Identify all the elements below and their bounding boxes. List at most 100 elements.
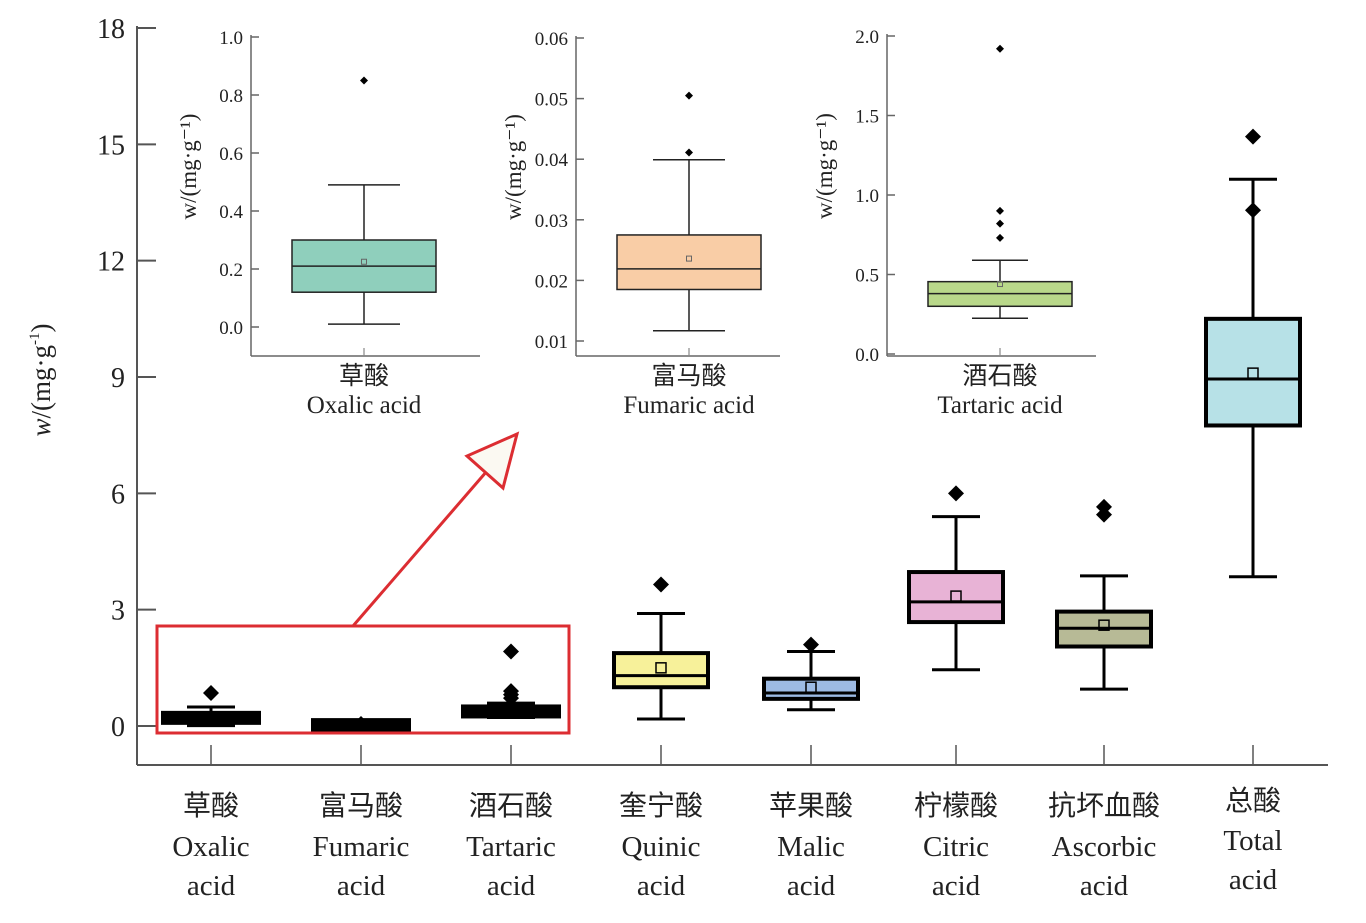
mean-marker bbox=[655, 662, 667, 674]
inset-category-label-zh: 酒石酸 bbox=[962, 362, 1037, 390]
outlier-point bbox=[503, 643, 519, 660]
mean-marker bbox=[805, 681, 817, 693]
main-y-tick-label: 12 bbox=[97, 247, 125, 278]
category-label-en: Tartaric bbox=[466, 831, 556, 863]
inset-y-tick-label: 0.01 bbox=[535, 332, 568, 353]
inset-mean-marker bbox=[361, 258, 367, 265]
inset-y-tick-label: 0.2 bbox=[219, 260, 243, 281]
main-category-labels: 草酸 Oxalic acid 富马酸 Fumaric acid 酒石酸 Tartaric aci… bbox=[172, 785, 1282, 902]
inset-box-iqr bbox=[616, 234, 762, 291]
category-label-zh: 酒石酸 bbox=[469, 790, 553, 822]
inset-y-axis-label: w/(mg·g⁻¹) bbox=[176, 114, 201, 220]
outlier-point bbox=[1245, 202, 1261, 219]
category-label-acid: acid bbox=[787, 870, 836, 902]
main-boxes bbox=[161, 128, 1302, 733]
main-y-tick-label: 0 bbox=[111, 712, 125, 743]
main-y-tick-label: 6 bbox=[111, 479, 125, 510]
inset-outlier-point bbox=[685, 148, 693, 157]
main-y-tick-label: 18 bbox=[97, 14, 125, 45]
inset-outlier-point bbox=[996, 219, 1004, 228]
outlier-point bbox=[353, 716, 369, 733]
outlier-point bbox=[1096, 498, 1112, 515]
category-label-en: Oxalic bbox=[172, 831, 249, 863]
box-oxalic-acid bbox=[161, 685, 261, 728]
highlight-arrow-shaft bbox=[351, 470, 489, 627]
box-ascorbic-acid bbox=[1055, 498, 1153, 691]
outlier-point bbox=[948, 485, 964, 502]
highlight-box bbox=[155, 624, 571, 735]
inset-y-tick-label: 0.06 bbox=[535, 29, 568, 50]
outlier-point bbox=[203, 685, 219, 702]
category-label-en: Malic bbox=[777, 831, 845, 863]
inset-outlier-point bbox=[996, 233, 1004, 242]
inset-y-tick-label: 1.5 bbox=[855, 107, 879, 128]
category-label-en: Ascorbic bbox=[1052, 831, 1157, 863]
mean-marker bbox=[950, 590, 962, 602]
inset-outlier-point bbox=[360, 76, 368, 85]
box-iqr bbox=[1204, 316, 1302, 428]
mean-marker bbox=[1098, 619, 1110, 631]
box-iqr bbox=[907, 570, 1005, 625]
inset-y-tick-label: 0.4 bbox=[219, 202, 243, 223]
zoom-highlight bbox=[155, 431, 571, 735]
inset-outlier-point bbox=[685, 91, 693, 100]
category-label-en: Quinic bbox=[622, 831, 701, 863]
ylabel-var: w bbox=[26, 418, 56, 436]
inset-outlier-point bbox=[996, 206, 1004, 215]
inset-category-label-zh: 草酸 bbox=[339, 362, 389, 390]
inset-category-label-en: Oxalic acid bbox=[307, 392, 422, 419]
main-y-tick-label: 9 bbox=[111, 363, 125, 394]
highlight-arrow-head bbox=[464, 431, 520, 491]
inset-y-tick-label: 1.0 bbox=[219, 28, 243, 49]
category-label-zh: 苹果酸 bbox=[769, 790, 853, 822]
inset-category-label-en: Tartaric acid bbox=[937, 392, 1063, 419]
main-axes: 0 3 6 9 12 15 18 bbox=[97, 14, 1328, 766]
outlier-point bbox=[503, 683, 519, 700]
box-citric-acid bbox=[907, 485, 1005, 672]
category-label-en: Citric bbox=[923, 831, 989, 863]
outlier-point bbox=[653, 576, 669, 593]
category-label-acid: acid bbox=[337, 870, 386, 902]
main-y-axis-label: w/(mg·g-1) bbox=[26, 323, 56, 436]
category-label-zh: 草酸 bbox=[183, 790, 239, 822]
inset-y-tick-label: 0.0 bbox=[219, 318, 243, 339]
inset-outlier-point bbox=[996, 44, 1004, 53]
category-label-en: Total bbox=[1223, 825, 1282, 857]
inset-y-tick-label: 1.0 bbox=[855, 186, 879, 207]
box-fumaric-acid bbox=[311, 716, 411, 733]
ylabel-unit: /(mg·g bbox=[26, 345, 56, 419]
inset-y-tick-label: 0.0 bbox=[855, 345, 879, 366]
category-label-zh: 柠檬酸 bbox=[914, 790, 998, 822]
inset-y-tick-label: 0.04 bbox=[535, 150, 569, 171]
category-label-en: Fumaric bbox=[313, 831, 410, 863]
category-label-acid: acid bbox=[1229, 864, 1278, 896]
inset-y-axis-label: w/(mg·g⁻¹) bbox=[501, 114, 526, 220]
category-label-acid: acid bbox=[637, 870, 686, 902]
inset-y-axis-label: w/(mg·g⁻¹) bbox=[812, 113, 837, 219]
inset-category-label-zh: 富马酸 bbox=[651, 362, 726, 390]
inset-mean-marker bbox=[997, 281, 1003, 288]
inset-y-tick-label: 0.5 bbox=[855, 266, 879, 287]
outlier-point bbox=[1245, 128, 1261, 145]
category-label-acid: acid bbox=[1080, 870, 1129, 902]
inset-y-tick-label: 0.02 bbox=[535, 271, 568, 292]
inset-y-tick-label: 0.6 bbox=[219, 144, 243, 165]
outlier-point bbox=[803, 636, 819, 653]
main-y-tick-label: 3 bbox=[111, 596, 125, 627]
inset-category-label-en: Fumaric acid bbox=[623, 392, 755, 419]
box-malic-acid bbox=[762, 636, 860, 712]
box-total-acid bbox=[1204, 128, 1302, 579]
category-label-acid: acid bbox=[932, 870, 981, 902]
category-label-acid: acid bbox=[487, 870, 536, 902]
inset-fumaric-acid: 0.01 0.02 0.03 0.04 0.05 0.06 w/(mg·g⁻¹) 富马酸Fum… bbox=[501, 29, 780, 419]
category-label-zh: 富马酸 bbox=[319, 790, 403, 822]
category-label-acid: acid bbox=[187, 870, 236, 902]
ylabel-exp: -1 bbox=[27, 332, 43, 345]
box-quinic-acid bbox=[612, 576, 710, 721]
inset-y-tick-label: 2.0 bbox=[855, 27, 879, 48]
category-label-zh: 奎宁酸 bbox=[619, 790, 703, 822]
